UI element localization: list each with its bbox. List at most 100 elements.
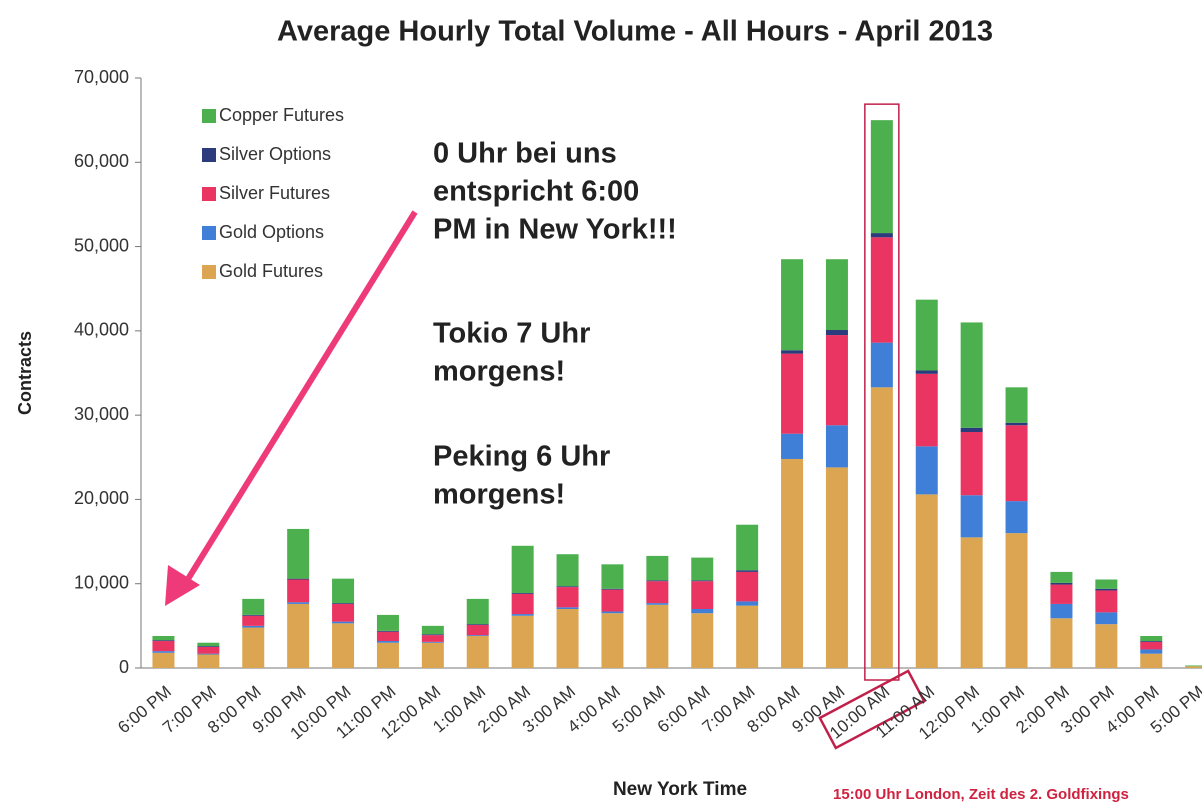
legend-swatch bbox=[202, 109, 216, 123]
arrow-shaft bbox=[177, 210, 418, 594]
bar-segment bbox=[1095, 624, 1118, 668]
bar-segment bbox=[466, 635, 489, 636]
bar-segment bbox=[915, 446, 938, 495]
x-axis-label: New York Time bbox=[613, 779, 747, 800]
legend-swatch bbox=[202, 148, 216, 162]
bar-segment bbox=[511, 592, 534, 594]
y-tick-label: 10,000 bbox=[74, 572, 129, 592]
bar-segment bbox=[915, 370, 938, 374]
bar-segment bbox=[197, 654, 220, 668]
bar-segment bbox=[691, 609, 714, 614]
bar-segment bbox=[1005, 533, 1028, 668]
bar-segment bbox=[152, 640, 175, 642]
y-tick-label: 60,000 bbox=[74, 151, 129, 171]
legend-label: Copper Futures bbox=[219, 105, 344, 125]
bar-segment bbox=[646, 581, 669, 604]
bar-segment bbox=[646, 555, 669, 581]
bar-segment bbox=[915, 494, 938, 668]
bar-segment bbox=[152, 652, 175, 668]
bar-segment bbox=[1005, 501, 1028, 534]
y-tick-label: 0 bbox=[119, 657, 129, 677]
bar-segment bbox=[511, 593, 534, 615]
bar-segment bbox=[511, 615, 534, 668]
bar-segment bbox=[152, 641, 175, 652]
bar-segment bbox=[242, 625, 265, 628]
bar-segment bbox=[691, 580, 714, 582]
annotation: Peking 6 Uhr bbox=[433, 441, 610, 473]
footnote: 15:00 Uhr London, Zeit des 2. Goldfixing… bbox=[833, 786, 1129, 803]
bar-segment bbox=[1050, 582, 1073, 585]
bar-segment bbox=[1005, 387, 1028, 423]
bar-segment bbox=[242, 598, 265, 615]
bar-segment bbox=[825, 335, 848, 426]
annotation: entspricht 6:00 bbox=[433, 176, 639, 208]
bar-segment bbox=[556, 607, 579, 609]
bar-segment bbox=[1050, 571, 1073, 583]
bar-segment bbox=[870, 237, 893, 343]
bar-segment bbox=[376, 630, 399, 632]
bar-segment bbox=[197, 653, 220, 655]
bar-segment bbox=[421, 635, 444, 642]
bar-segment bbox=[646, 603, 669, 605]
bar-segment bbox=[1140, 641, 1163, 650]
bar-segment bbox=[646, 604, 669, 668]
bar-segment bbox=[870, 387, 893, 668]
bar-segment bbox=[1095, 579, 1118, 589]
chart-title: Average Hourly Total Volume - All Hours … bbox=[277, 16, 993, 48]
bar-segment bbox=[197, 646, 220, 654]
bar-segment bbox=[825, 330, 848, 336]
bar-segment bbox=[421, 641, 444, 643]
bar-segment bbox=[287, 603, 310, 668]
bar-segment bbox=[466, 598, 489, 625]
y-tick-label: 20,000 bbox=[74, 488, 129, 508]
bar-segment bbox=[601, 588, 624, 590]
bar-segment bbox=[960, 322, 983, 428]
y-tick-label: 70,000 bbox=[74, 67, 129, 87]
bar-segment bbox=[287, 578, 310, 580]
bar-segment bbox=[556, 609, 579, 668]
bar-segment bbox=[1095, 612, 1118, 625]
bar-segment bbox=[825, 259, 848, 331]
bar-segment bbox=[1050, 584, 1073, 604]
bar-segment bbox=[242, 615, 265, 626]
bar-segment bbox=[1140, 653, 1163, 668]
bar-segment bbox=[736, 601, 759, 606]
bar-segment bbox=[421, 625, 444, 635]
annotation: morgens! bbox=[433, 356, 565, 388]
legend-swatch bbox=[202, 226, 216, 240]
bar-segment bbox=[691, 557, 714, 581]
bar-segment bbox=[960, 432, 983, 496]
bar-segment bbox=[287, 528, 310, 579]
annotation: Tokio 7 Uhr bbox=[433, 318, 590, 350]
bar-segment bbox=[781, 458, 804, 668]
bar-segment bbox=[287, 602, 310, 604]
bar-segment bbox=[152, 651, 175, 653]
bar-segment bbox=[1140, 649, 1163, 654]
bar-segment bbox=[825, 425, 848, 468]
arrow-head bbox=[165, 565, 200, 606]
bar-segment bbox=[466, 624, 489, 626]
bar-segment bbox=[870, 233, 893, 238]
bar-segment bbox=[376, 641, 399, 643]
bar-segment bbox=[1140, 641, 1163, 642]
bar-segment bbox=[421, 642, 444, 668]
bar-segment bbox=[736, 605, 759, 668]
bar-segment bbox=[646, 580, 669, 582]
bar-segment bbox=[960, 427, 983, 432]
bar-segment bbox=[466, 635, 489, 668]
annotation: 0 Uhr bei uns bbox=[433, 138, 617, 170]
bar-segment bbox=[1185, 665, 1202, 667]
bar-segment bbox=[1050, 618, 1073, 668]
bar-segment bbox=[825, 467, 848, 668]
bar-segment bbox=[915, 299, 938, 371]
bar-segment bbox=[556, 587, 579, 608]
bar-segment bbox=[781, 350, 804, 354]
bar-segment bbox=[242, 627, 265, 668]
y-tick-label: 40,000 bbox=[74, 320, 129, 340]
bar-segment bbox=[870, 120, 893, 234]
annotation: morgens! bbox=[433, 479, 565, 511]
bar-segment bbox=[870, 342, 893, 388]
bar-segment bbox=[287, 579, 310, 603]
bar-segment bbox=[1050, 603, 1073, 619]
bar-segment bbox=[781, 353, 804, 434]
